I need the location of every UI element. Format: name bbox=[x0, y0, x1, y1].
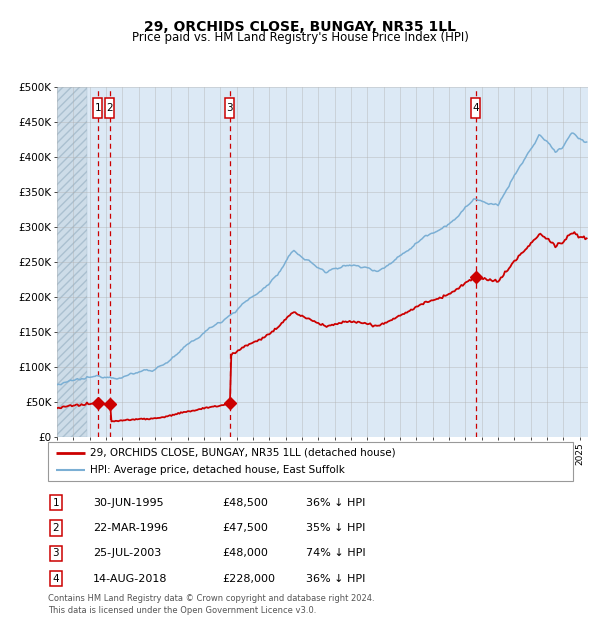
Text: 29, ORCHIDS CLOSE, BUNGAY, NR35 1LL (detached house): 29, ORCHIDS CLOSE, BUNGAY, NR35 1LL (det… bbox=[90, 448, 395, 458]
Bar bbox=[225, 98, 234, 118]
Text: £48,000: £48,000 bbox=[222, 548, 268, 559]
Text: 4: 4 bbox=[52, 574, 59, 584]
Text: 4: 4 bbox=[472, 103, 479, 113]
Text: 3: 3 bbox=[226, 103, 233, 113]
Text: Price paid vs. HM Land Registry's House Price Index (HPI): Price paid vs. HM Land Registry's House … bbox=[131, 31, 469, 44]
Text: 2: 2 bbox=[52, 523, 59, 533]
Text: 29, ORCHIDS CLOSE, BUNGAY, NR35 1LL: 29, ORCHIDS CLOSE, BUNGAY, NR35 1LL bbox=[144, 20, 456, 34]
Text: 35% ↓ HPI: 35% ↓ HPI bbox=[306, 523, 365, 533]
Text: 3: 3 bbox=[52, 548, 59, 559]
Text: 14-AUG-2018: 14-AUG-2018 bbox=[93, 574, 167, 584]
Text: 22-MAR-1996: 22-MAR-1996 bbox=[93, 523, 168, 533]
Bar bbox=[94, 98, 103, 118]
Text: £48,500: £48,500 bbox=[222, 497, 268, 508]
Bar bbox=[57, 87, 87, 437]
Text: 2: 2 bbox=[106, 103, 113, 113]
Text: Contains HM Land Registry data © Crown copyright and database right 2024.
This d: Contains HM Land Registry data © Crown c… bbox=[48, 594, 374, 615]
Text: £47,500: £47,500 bbox=[222, 523, 268, 533]
Text: £228,000: £228,000 bbox=[222, 574, 275, 584]
Text: 36% ↓ HPI: 36% ↓ HPI bbox=[306, 497, 365, 508]
Text: 1: 1 bbox=[52, 497, 59, 508]
Text: 36% ↓ HPI: 36% ↓ HPI bbox=[306, 574, 365, 584]
Bar bbox=[105, 98, 114, 118]
Text: 74% ↓ HPI: 74% ↓ HPI bbox=[306, 548, 365, 559]
Text: 1: 1 bbox=[95, 103, 101, 113]
Text: 25-JUL-2003: 25-JUL-2003 bbox=[93, 548, 161, 559]
Text: 30-JUN-1995: 30-JUN-1995 bbox=[93, 497, 164, 508]
Bar bbox=[471, 98, 480, 118]
Text: HPI: Average price, detached house, East Suffolk: HPI: Average price, detached house, East… bbox=[90, 465, 345, 475]
